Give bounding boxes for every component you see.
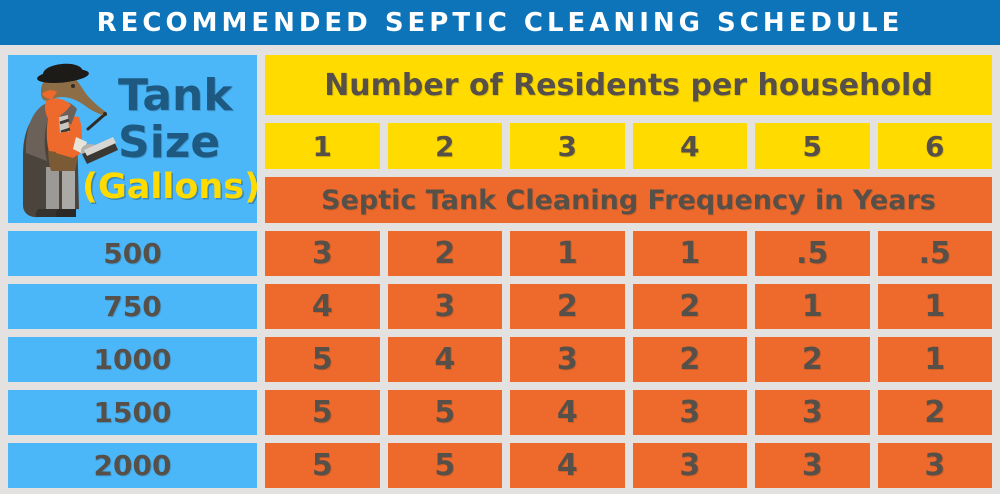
cell-1500-r3: 4 [510,390,625,435]
shoe-right [55,209,76,217]
cell-1500-r2: 5 [387,390,502,435]
cell-1500-r6: 2 [877,390,992,435]
title-bar: RECOMMENDED SEPTIC CLEANING SCHEDULE [0,0,1000,45]
anteater-inspector-illustration [23,63,118,218]
column-header-6: 6 [877,123,992,169]
shoe-left [35,209,59,217]
cell-500-r1: 3 [265,231,380,276]
pencil [86,113,106,131]
cell-1000-r5: 2 [755,337,870,382]
row-label-750: 750 [8,284,257,329]
cell-2000-r2: 5 [387,443,502,488]
pants-left [46,167,59,213]
cell-2000-r6: 3 [877,443,992,488]
collar-accent-small [42,90,57,99]
row-label-1000: 1000 [8,337,257,382]
row-label-1500: 1500 [8,390,257,435]
tank-size-line2: Size [118,116,221,168]
pants-right [62,167,75,213]
cell-2000-r3: 4 [510,443,625,488]
cell-750-r6: 1 [877,284,992,329]
tank-size-label: Tank Size [118,70,233,168]
column-header-5: 5 [755,123,870,169]
bowler-hat-dome [42,63,83,81]
cell-750-r2: 3 [387,284,502,329]
row-label-500: 500 [8,231,257,276]
cell-750-r1: 4 [265,284,380,329]
column-header-3: 3 [510,123,625,169]
cell-500-r3: 1 [510,231,625,276]
nose [103,112,107,116]
page-title: RECOMMENDED SEPTIC CLEANING SCHEDULE [96,7,904,38]
head [40,72,107,116]
residents-group-header: Number of Residents per household [265,55,992,115]
gallons-label: (Gallons) [82,167,257,207]
notepad-cover [82,141,118,164]
cell-1500-r4: 3 [632,390,747,435]
cell-500-r6: .5 [877,231,992,276]
capelet [25,105,51,161]
frequency-group-header: Septic Tank Cleaning Frequency in Years [265,177,992,223]
cell-2000-r1: 5 [265,443,380,488]
collar-accent [45,98,71,121]
cell-1000-r2: 4 [387,337,502,382]
column-header-1: 1 [265,123,380,169]
cell-750-r4: 2 [632,284,747,329]
cell-500-r2: 2 [387,231,502,276]
septic-schedule-table: Tank Size (Gallons) Number of Residents … [8,55,992,488]
cell-1000-r1: 5 [265,337,380,382]
tank-size-corner-cell: Tank Size (Gallons) [8,55,257,223]
cell-500-r5: .5 [755,231,870,276]
cell-1500-r5: 3 [755,390,870,435]
column-header-2: 2 [387,123,502,169]
cell-500-r4: 1 [632,231,747,276]
cell-1000-r6: 1 [877,337,992,382]
eye [71,84,75,88]
cell-750-r3: 2 [510,284,625,329]
cell-2000-r4: 3 [632,443,747,488]
column-header-4: 4 [632,123,747,169]
cell-750-r5: 1 [755,284,870,329]
cell-1000-r4: 2 [632,337,747,382]
row-label-2000: 2000 [8,443,257,488]
cell-2000-r5: 3 [755,443,870,488]
cell-1500-r1: 5 [265,390,380,435]
notepad-pages [84,137,116,156]
cell-1000-r3: 3 [510,337,625,382]
tank-size-line1: Tank [118,70,233,121]
